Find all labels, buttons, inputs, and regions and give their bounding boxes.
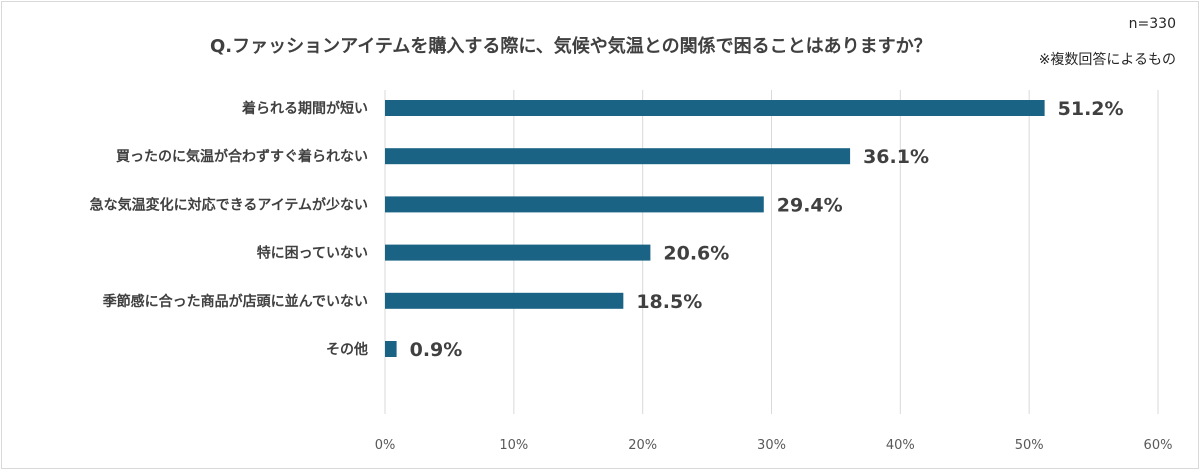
category-label-2: 急な気温変化に対応できるアイテムが少ない bbox=[90, 196, 368, 213]
value-label-4: 18.5% bbox=[636, 291, 702, 313]
chart-title: Q.ファッションアイテムを購入する際に、気候や気温との関係で困ることはありますか… bbox=[210, 36, 932, 57]
value-label-3: 20.6% bbox=[663, 243, 729, 265]
note-label: ※複数回答によるもの bbox=[1038, 52, 1176, 68]
bar-4 bbox=[385, 292, 624, 309]
category-label-0: 着られる期間が短い bbox=[241, 100, 368, 117]
category-label-3: 特に困っていない bbox=[257, 245, 368, 262]
category-label-5: その他 bbox=[326, 341, 368, 358]
value-label-1: 36.1% bbox=[863, 146, 929, 168]
value-label-2: 29.4% bbox=[777, 194, 843, 216]
tick-label-3: 30% bbox=[757, 438, 786, 453]
tick-label-1: 10% bbox=[499, 438, 528, 453]
bar-5 bbox=[385, 341, 397, 357]
bar-2 bbox=[385, 196, 764, 213]
category-label-1: 買ったのに気温が合わずすぐ着られない bbox=[116, 148, 368, 165]
tick-label-0: 0% bbox=[375, 438, 396, 453]
tick-label-4: 40% bbox=[886, 438, 915, 453]
category-label-4: 季節感に合った商品が店頭に並んでいない bbox=[102, 293, 368, 310]
bar-0 bbox=[385, 100, 1045, 116]
value-label-0: 51.2% bbox=[1058, 98, 1124, 120]
tick-label-5: 50% bbox=[1015, 438, 1044, 453]
tick-label-2: 20% bbox=[628, 438, 657, 453]
value-label-5: 0.9% bbox=[410, 339, 463, 361]
bar-1 bbox=[385, 148, 851, 165]
tick-label-6: 60% bbox=[1144, 438, 1173, 453]
bar-3 bbox=[385, 244, 651, 261]
sample-size-label: n=330 bbox=[1128, 16, 1176, 32]
